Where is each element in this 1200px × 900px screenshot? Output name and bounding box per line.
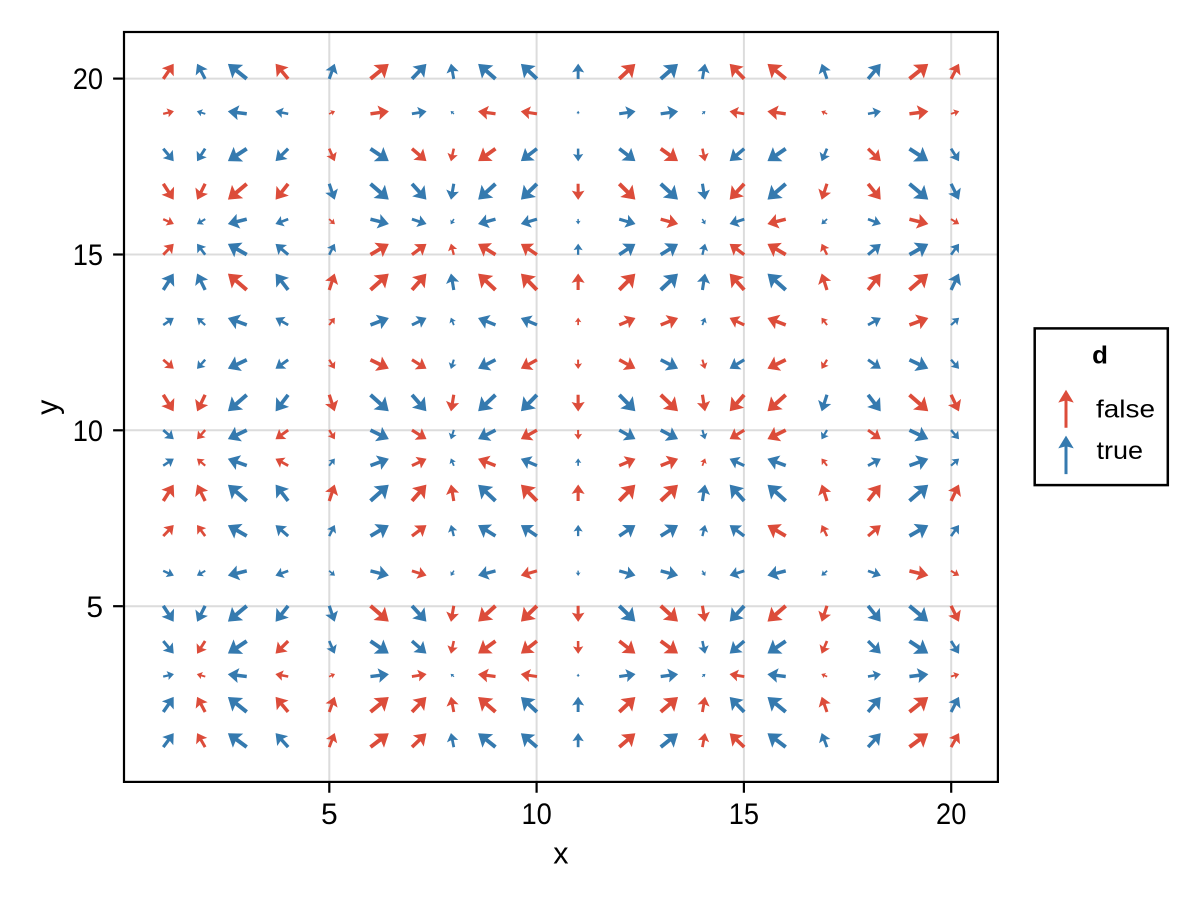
svg-text:10: 10 <box>73 415 103 448</box>
svg-text:20: 20 <box>73 63 103 96</box>
svg-text:15: 15 <box>729 798 759 831</box>
svg-text:15: 15 <box>73 239 103 272</box>
svg-text:x: x <box>553 837 568 871</box>
svg-text:false: false <box>1096 396 1155 424</box>
svg-text:d: d <box>1092 342 1108 370</box>
svg-text:true: true <box>1097 437 1144 465</box>
svg-text:5: 5 <box>86 591 103 624</box>
svg-text:20: 20 <box>936 798 966 831</box>
svg-text:5: 5 <box>321 798 338 831</box>
svg-text:y: y <box>31 399 65 415</box>
svg-text:10: 10 <box>521 798 551 831</box>
